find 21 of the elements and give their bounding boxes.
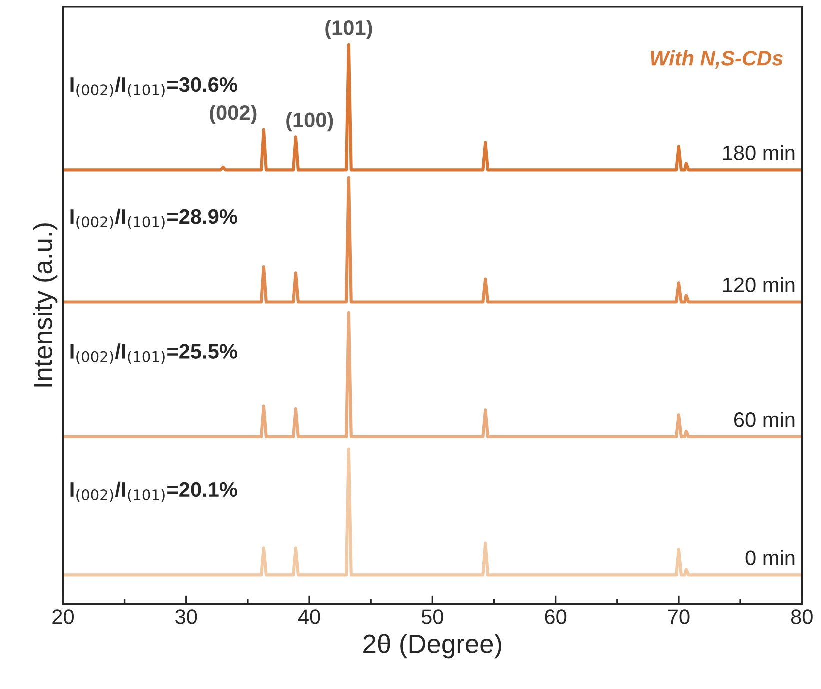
annotation: I$_{(002)}$/I$_{(101)}$=25.5% <box>70 344 238 364</box>
x-tick-label: 80 <box>791 610 813 624</box>
series-label: 0 min <box>746 550 795 566</box>
annotation: (002) <box>210 104 257 124</box>
annotation: (101) <box>326 20 372 40</box>
x-tick-label: 60 <box>545 610 567 624</box>
x-tick-label: 70 <box>668 610 690 624</box>
series-label: 180 min <box>723 145 795 161</box>
annotation: With N,S-CDs <box>651 50 783 69</box>
series-label: 60 min <box>734 412 795 428</box>
x-tick-label: 30 <box>176 610 198 624</box>
annotation: I$_{(002)}$/I$_{(101)}$=30.6% <box>70 76 238 98</box>
series-label: 120 min <box>723 277 795 293</box>
x-tick-label: 40 <box>298 610 320 624</box>
x-tick-label: 50 <box>422 610 444 624</box>
x-axis-title: 2θ (Degree) <box>364 634 502 659</box>
y-axis-title: Intensity (a.u.) <box>33 224 58 387</box>
x-tick-label: 20 <box>52 610 74 624</box>
annotation: I$_{(002)}$/I$_{(101)}$=28.9% <box>70 208 238 230</box>
annotation: I$_{(002)}$/I$_{(101)}$=20.1% <box>70 482 238 502</box>
annotation: (100) <box>286 112 334 132</box>
